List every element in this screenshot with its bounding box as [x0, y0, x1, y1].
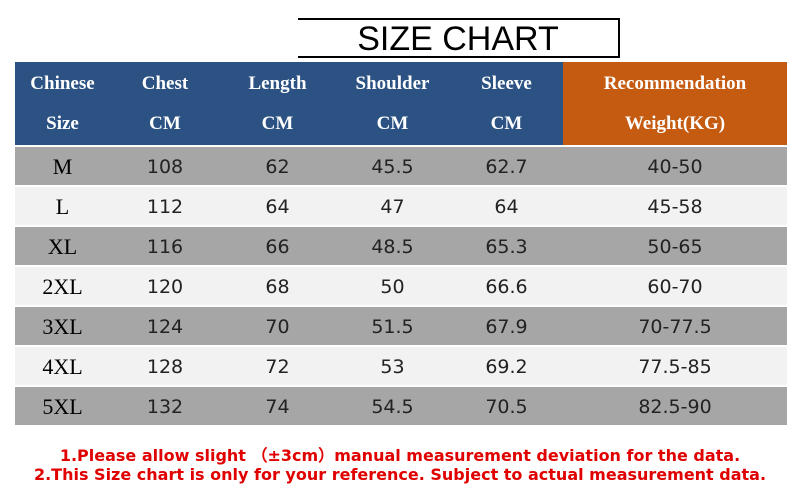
- table-cell: 108: [146, 156, 184, 178]
- table-cell: 51.5: [371, 316, 414, 338]
- table-cell: 112: [146, 196, 184, 218]
- table-cell: 50-65: [647, 236, 703, 258]
- note: 1.Please allow slight （±3cm）manual measu…: [59, 446, 741, 465]
- header-cell: Shoulder CM: [335, 62, 450, 145]
- table-cell: 69.2: [485, 356, 528, 378]
- row-background: [15, 347, 787, 385]
- table-cell: M: [52, 154, 73, 179]
- note: 2.This Size chart is only for your refer…: [33, 465, 767, 484]
- table-cell: 66.6: [485, 276, 528, 298]
- table-cell: 62: [265, 156, 290, 178]
- table-cell: 40-50: [647, 156, 703, 178]
- table-cell: 62.7: [485, 156, 528, 178]
- table-cell: 60-70: [647, 276, 703, 298]
- table-cell: 47: [380, 196, 405, 218]
- table-cell: 132: [146, 396, 184, 418]
- table-cell: 70.5: [485, 396, 528, 418]
- header-cell: Chinese Size: [15, 62, 110, 145]
- header-text: Weight(KG): [624, 112, 726, 134]
- header-cell: Sleeve CM: [450, 62, 563, 145]
- table-cell: 45-58: [647, 196, 703, 218]
- table-cell: 64: [265, 196, 290, 218]
- table-cell: 53: [380, 356, 405, 378]
- table-cell: 67.9: [485, 316, 528, 338]
- header-cell: Chest CM: [110, 62, 220, 145]
- table-cell: 116: [146, 236, 184, 258]
- table-cell: 70-77.5: [638, 316, 712, 338]
- table-cell: 45.5: [371, 156, 414, 178]
- header-text: Chinese: [30, 72, 95, 94]
- header-text: Length: [248, 72, 307, 94]
- header-text: Shoulder: [355, 72, 430, 94]
- table-cell: 65.3: [485, 236, 528, 258]
- table-cell: 74: [265, 396, 290, 418]
- header-text: Chest: [141, 72, 189, 94]
- table-cell: 50: [380, 276, 405, 298]
- header-text: CM: [149, 112, 181, 134]
- table-cell: 2XL: [42, 274, 83, 299]
- table-cell: 4XL: [42, 354, 83, 379]
- table-cell: L: [55, 194, 70, 219]
- header-cell: Recommendation Weight(KG): [563, 62, 787, 145]
- header-cell: Length CM: [220, 62, 335, 145]
- table-cell: 120: [146, 276, 184, 298]
- table-cell: 72: [265, 356, 290, 378]
- table-cell: 70: [265, 316, 290, 338]
- row-background: [15, 307, 787, 345]
- row-background: [15, 227, 787, 265]
- header-text: Size: [46, 112, 79, 134]
- header-text: Sleeve: [481, 72, 532, 94]
- table-cell: 77.5-85: [638, 356, 712, 378]
- table-cell: XL: [47, 234, 78, 259]
- table-cell: 68: [265, 276, 290, 298]
- header-text: CM: [261, 112, 294, 134]
- row-background: [15, 387, 787, 425]
- table-cell: 82.5-90: [638, 396, 712, 418]
- table-cell: 66: [265, 236, 290, 258]
- table-cell: 64: [494, 196, 519, 218]
- table-cell: 128: [146, 356, 184, 378]
- title: SIZE CHART: [298, 18, 620, 58]
- row-background: [15, 187, 787, 225]
- header-text: Recommendation: [603, 72, 747, 94]
- row-background: [15, 147, 787, 185]
- table-cell: 5XL: [42, 394, 83, 419]
- table-cell: 48.5: [371, 236, 414, 258]
- table-cell: 124: [146, 316, 184, 338]
- table-cell: 54.5: [371, 396, 414, 418]
- header-text: CM: [490, 112, 523, 134]
- row-background: [15, 267, 787, 305]
- header-text: CM: [376, 112, 409, 134]
- table-cell: 3XL: [42, 314, 83, 339]
